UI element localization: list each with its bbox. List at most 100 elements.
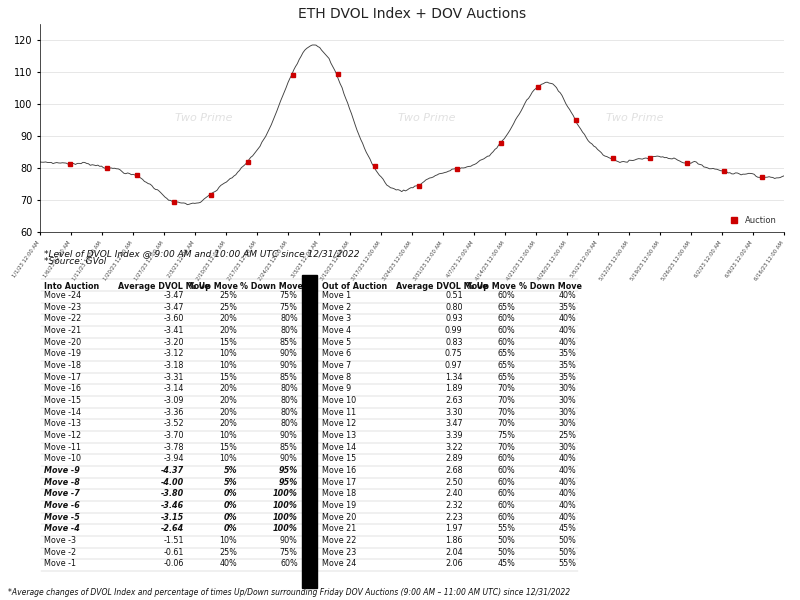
Text: 15%: 15%	[219, 338, 237, 347]
Text: 2.32: 2.32	[445, 501, 462, 510]
Text: 70%: 70%	[498, 443, 515, 452]
Text: 90%: 90%	[280, 349, 298, 358]
Text: 85%: 85%	[280, 443, 298, 452]
Text: Average DVOL Move: Average DVOL Move	[118, 281, 210, 290]
Text: Move 10: Move 10	[322, 396, 356, 405]
Text: Move 20: Move 20	[322, 512, 356, 521]
Text: 20%: 20%	[219, 407, 237, 416]
Text: -2.64: -2.64	[161, 524, 185, 533]
Text: 55%: 55%	[558, 559, 576, 568]
Text: 20%: 20%	[219, 326, 237, 335]
Text: 0.75: 0.75	[445, 349, 462, 358]
Text: 40%: 40%	[558, 466, 576, 475]
Bar	[302, 275, 317, 588]
Text: Move 12: Move 12	[322, 419, 356, 428]
Text: 45%: 45%	[558, 524, 576, 533]
Text: 65%: 65%	[498, 373, 515, 382]
Text: Move 7: Move 7	[322, 361, 351, 370]
Text: 0%: 0%	[223, 490, 237, 499]
Text: Two Prime: Two Prime	[398, 113, 456, 123]
Text: 40%: 40%	[558, 512, 576, 521]
Text: *Average changes of DVOL Index and percentage of times Up/Down surrounding Frida: *Average changes of DVOL Index and perce…	[8, 588, 570, 597]
Text: 10%: 10%	[219, 536, 237, 545]
Text: 60%: 60%	[498, 490, 515, 499]
Text: Move -12: Move -12	[44, 431, 81, 440]
Text: Move -19: Move -19	[44, 349, 81, 358]
Text: 100%: 100%	[273, 512, 298, 521]
Text: Move -7: Move -7	[44, 490, 79, 499]
Text: Move -2: Move -2	[44, 548, 76, 557]
Text: 40%: 40%	[558, 501, 576, 510]
Text: Move 6: Move 6	[322, 349, 351, 358]
Text: 5%: 5%	[223, 478, 237, 487]
Text: Move -5: Move -5	[44, 512, 79, 521]
Text: 2.06: 2.06	[445, 559, 462, 568]
Text: 1.34: 1.34	[446, 373, 462, 382]
Text: 15%: 15%	[219, 443, 237, 452]
Text: 75%: 75%	[280, 302, 298, 311]
Text: 60%: 60%	[498, 326, 515, 335]
Text: -0.06: -0.06	[164, 559, 185, 568]
Text: 30%: 30%	[558, 396, 576, 405]
Text: 60%: 60%	[498, 291, 515, 300]
Text: 0.99: 0.99	[445, 326, 462, 335]
Text: 0.93: 0.93	[445, 314, 462, 323]
Text: Move -10: Move -10	[44, 454, 81, 463]
Text: Move -20: Move -20	[44, 338, 81, 347]
Text: 75%: 75%	[498, 431, 515, 440]
Text: Out of Auction: Out of Auction	[322, 281, 387, 290]
Text: 60%: 60%	[498, 512, 515, 521]
Text: 30%: 30%	[558, 443, 576, 452]
Legend: Auction: Auction	[726, 212, 780, 229]
Text: Move 4: Move 4	[322, 326, 351, 335]
Text: -3.47: -3.47	[164, 291, 185, 300]
Text: Move 1: Move 1	[322, 291, 351, 300]
Text: 25%: 25%	[219, 548, 237, 557]
Text: 3.22: 3.22	[445, 443, 462, 452]
Text: 70%: 70%	[498, 407, 515, 416]
Text: 60%: 60%	[498, 338, 515, 347]
Text: -3.78: -3.78	[164, 443, 185, 452]
Text: 2.68: 2.68	[445, 466, 462, 475]
Text: 60%: 60%	[498, 501, 515, 510]
Text: Two Prime: Two Prime	[606, 113, 664, 123]
Text: 3.39: 3.39	[445, 431, 462, 440]
Text: Move 9: Move 9	[322, 385, 351, 394]
Text: Move -13: Move -13	[44, 419, 81, 428]
Text: 1.89: 1.89	[445, 385, 462, 394]
Text: 70%: 70%	[498, 419, 515, 428]
Text: 55%: 55%	[498, 524, 515, 533]
Text: -3.94: -3.94	[164, 454, 185, 463]
Text: 1.86: 1.86	[446, 536, 462, 545]
Text: 80%: 80%	[280, 385, 298, 394]
Text: 60%: 60%	[498, 314, 515, 323]
Text: 40%: 40%	[558, 478, 576, 487]
Text: -3.46: -3.46	[161, 501, 185, 510]
Text: 90%: 90%	[280, 431, 298, 440]
Text: % Up Move: % Up Move	[188, 281, 238, 290]
Text: -3.20: -3.20	[164, 338, 185, 347]
Text: -0.61: -0.61	[164, 548, 185, 557]
Text: -3.14: -3.14	[164, 385, 185, 394]
Text: 25%: 25%	[219, 291, 237, 300]
Text: Move -23: Move -23	[44, 302, 81, 311]
Text: 3.47: 3.47	[445, 419, 462, 428]
Text: 70%: 70%	[498, 396, 515, 405]
Text: Into Auction: Into Auction	[44, 281, 99, 290]
Text: 30%: 30%	[558, 385, 576, 394]
Text: 100%: 100%	[273, 501, 298, 510]
Text: 80%: 80%	[280, 326, 298, 335]
Text: -3.52: -3.52	[164, 419, 185, 428]
Text: 10%: 10%	[219, 361, 237, 370]
Text: Move -22: Move -22	[44, 314, 81, 323]
Text: -4.37: -4.37	[161, 466, 185, 475]
Text: 40%: 40%	[558, 314, 576, 323]
Text: Move 21: Move 21	[322, 524, 356, 533]
Text: 50%: 50%	[558, 536, 576, 545]
Text: 40%: 40%	[219, 559, 237, 568]
Text: 80%: 80%	[280, 407, 298, 416]
Text: 35%: 35%	[558, 373, 576, 382]
Text: 40%: 40%	[558, 454, 576, 463]
Text: 65%: 65%	[498, 302, 515, 311]
Text: Move -15: Move -15	[44, 396, 81, 405]
